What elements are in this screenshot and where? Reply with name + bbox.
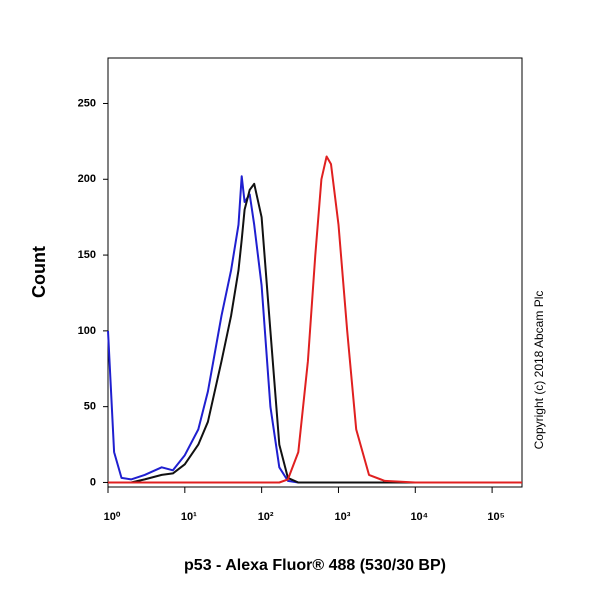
series-line	[107, 175, 522, 484]
y-tick-label: 100	[78, 325, 96, 337]
plot-frame	[107, 57, 523, 488]
y-tick-label: 200	[78, 173, 96, 185]
y-axis-label: Count	[29, 246, 49, 298]
x-tick-label: 10¹	[181, 511, 197, 523]
series-line	[108, 182, 522, 484]
x-tick-label: 10⁴	[410, 511, 428, 523]
y-tick-label: 50	[84, 401, 96, 413]
x-tick-label: 10⁵	[487, 511, 504, 523]
x-tick-label: 10³	[335, 511, 351, 523]
y-tick-label: 250	[78, 97, 96, 109]
x-axis-label: p53 - Alexa Fluor® 488 (530/30 BP)	[184, 557, 446, 574]
series-line	[108, 155, 522, 484]
y-tick-label: 150	[78, 249, 96, 261]
x-tick-label: 10²	[258, 511, 274, 523]
copyright: Copyright (c) 2018 Abcam Plc	[532, 291, 546, 450]
x-tick-label: 10⁰	[104, 511, 121, 523]
y-tick-label: 0	[90, 476, 96, 488]
